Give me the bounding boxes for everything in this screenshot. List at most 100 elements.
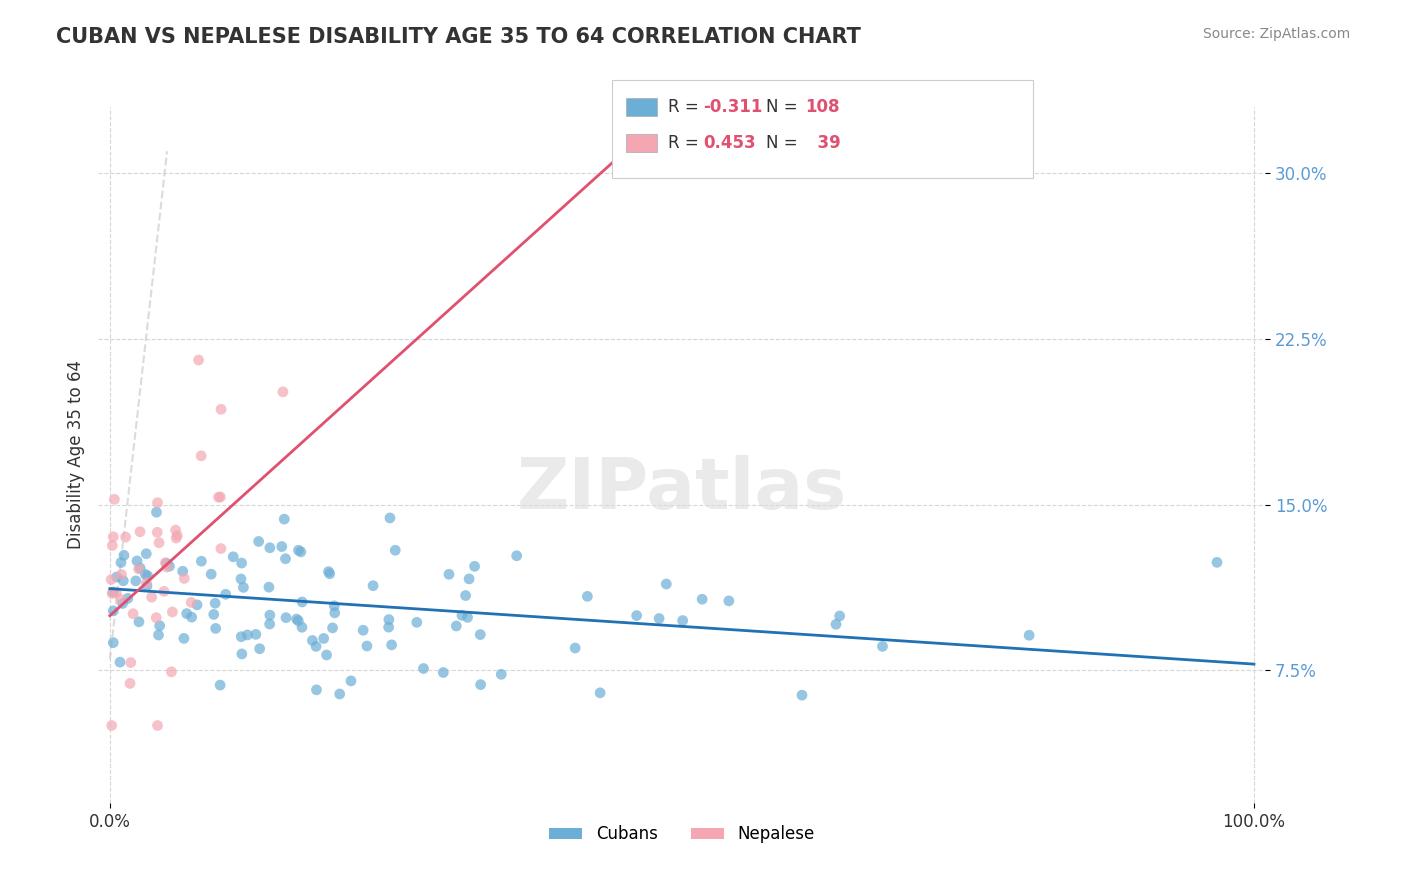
Point [872, 640, 894, 654]
Point [405, 615, 427, 630]
Point [103, 585, 125, 599]
Point [120, 656, 142, 670]
Point [100, 573, 122, 587]
Point [356, 639, 378, 653]
Point [291, 620, 314, 634]
Point [589, 686, 612, 700]
Point [274, 551, 297, 566]
Point [315, 648, 337, 662]
Point [141, 590, 163, 604]
Point [384, 543, 406, 558]
Text: R =: R = [668, 98, 704, 116]
Point [209, 678, 232, 692]
Text: N =: N = [766, 98, 803, 116]
Point [690, 592, 713, 607]
Point [108, 655, 131, 669]
Point [1018, 628, 1040, 642]
Point [505, 549, 527, 563]
Point [231, 647, 253, 661]
Point [186, 598, 208, 612]
Point [146, 525, 169, 540]
Point [378, 613, 401, 627]
Point [165, 531, 187, 545]
Point [259, 617, 281, 632]
Point [146, 496, 169, 510]
Point [153, 584, 176, 599]
Point [231, 630, 253, 644]
Point [828, 609, 851, 624]
Point [672, 614, 695, 628]
Point [825, 617, 848, 632]
Point [451, 608, 474, 623]
Point [122, 607, 145, 621]
Point [112, 574, 135, 588]
Point [290, 545, 312, 559]
Point [209, 402, 232, 417]
Point [204, 596, 226, 610]
Point [135, 575, 157, 590]
Point [110, 556, 132, 570]
Point [103, 492, 125, 507]
Point [470, 677, 492, 691]
Point [381, 638, 404, 652]
Point [576, 590, 599, 604]
Point [432, 665, 454, 680]
Point [190, 449, 212, 463]
Point [340, 673, 363, 688]
Point [173, 632, 195, 646]
Text: CUBAN VS NEPALESE DISABILITY AGE 35 TO 64 CORRELATION CHART: CUBAN VS NEPALESE DISABILITY AGE 35 TO 6… [56, 27, 860, 46]
Point [166, 528, 188, 542]
Point [329, 687, 352, 701]
Point [236, 628, 259, 642]
Point [103, 635, 125, 649]
Point [129, 561, 152, 575]
Point [257, 580, 280, 594]
Text: ZIPatlas: ZIPatlas [517, 455, 846, 524]
Point [105, 570, 128, 584]
Point [128, 615, 150, 629]
Point [323, 599, 346, 613]
Point [145, 610, 167, 624]
Point [655, 577, 678, 591]
Text: 39: 39 [806, 134, 841, 152]
Point [145, 505, 167, 519]
Point [135, 547, 157, 561]
Point [110, 567, 132, 582]
Point [101, 539, 124, 553]
Point [128, 562, 150, 576]
Point [318, 565, 340, 579]
Point [457, 610, 479, 624]
Point [155, 556, 177, 570]
Point [285, 612, 308, 626]
Point [222, 549, 245, 564]
Point [187, 353, 209, 368]
Point [273, 512, 295, 526]
Point [231, 556, 253, 570]
Point [100, 718, 122, 732]
Point [301, 633, 323, 648]
Point [790, 688, 813, 702]
Point [377, 620, 399, 634]
Point [134, 567, 156, 582]
Point [259, 541, 281, 555]
Text: 108: 108 [806, 98, 841, 116]
Point [149, 618, 172, 632]
Text: N =: N = [766, 134, 803, 152]
Point [215, 587, 238, 601]
Point [412, 661, 434, 675]
Point [489, 667, 512, 681]
Point [125, 554, 148, 568]
Text: 0.453: 0.453 [703, 134, 755, 152]
Point [312, 632, 335, 646]
Point [103, 604, 125, 618]
Point [249, 641, 271, 656]
Point [717, 594, 740, 608]
Y-axis label: Disability Age 35 to 64: Disability Age 35 to 64 [66, 360, 84, 549]
Point [103, 530, 125, 544]
Point [155, 556, 177, 570]
Point [136, 579, 159, 593]
Point [207, 490, 229, 504]
Point [470, 627, 492, 641]
Point [110, 592, 132, 607]
Point [112, 549, 135, 563]
